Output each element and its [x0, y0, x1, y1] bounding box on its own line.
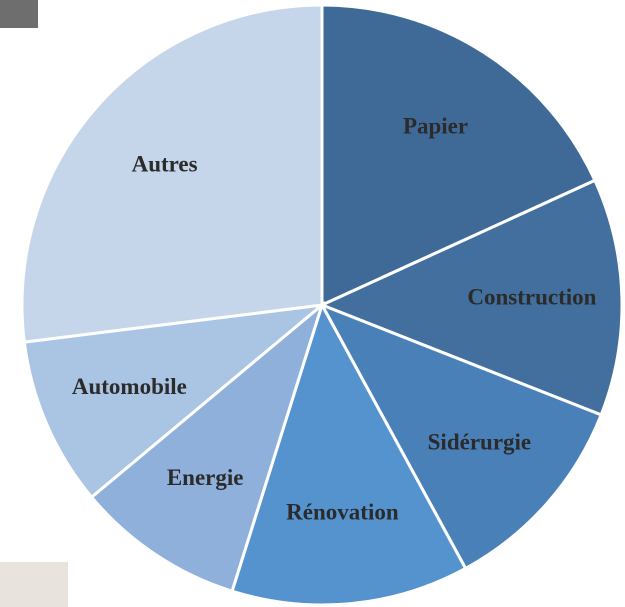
slice-label: Papier	[403, 114, 468, 139]
photo-fragment	[0, 0, 38, 28]
page: {"chart_data": {"type": "pie", "categori…	[0, 0, 625, 607]
slice-label: Sidérurgie	[428, 429, 532, 454]
slice-label: Construction	[467, 285, 596, 310]
slice-label: Automobile	[72, 374, 187, 399]
chart: Papier Construction Sidérurgie Rénovation En…	[0, 0, 625, 607]
photo-fragment	[0, 562, 68, 607]
slice-label: Rénovation	[286, 499, 399, 524]
slice-label: Energie	[167, 465, 244, 490]
slice-label: Autres	[132, 151, 198, 176]
